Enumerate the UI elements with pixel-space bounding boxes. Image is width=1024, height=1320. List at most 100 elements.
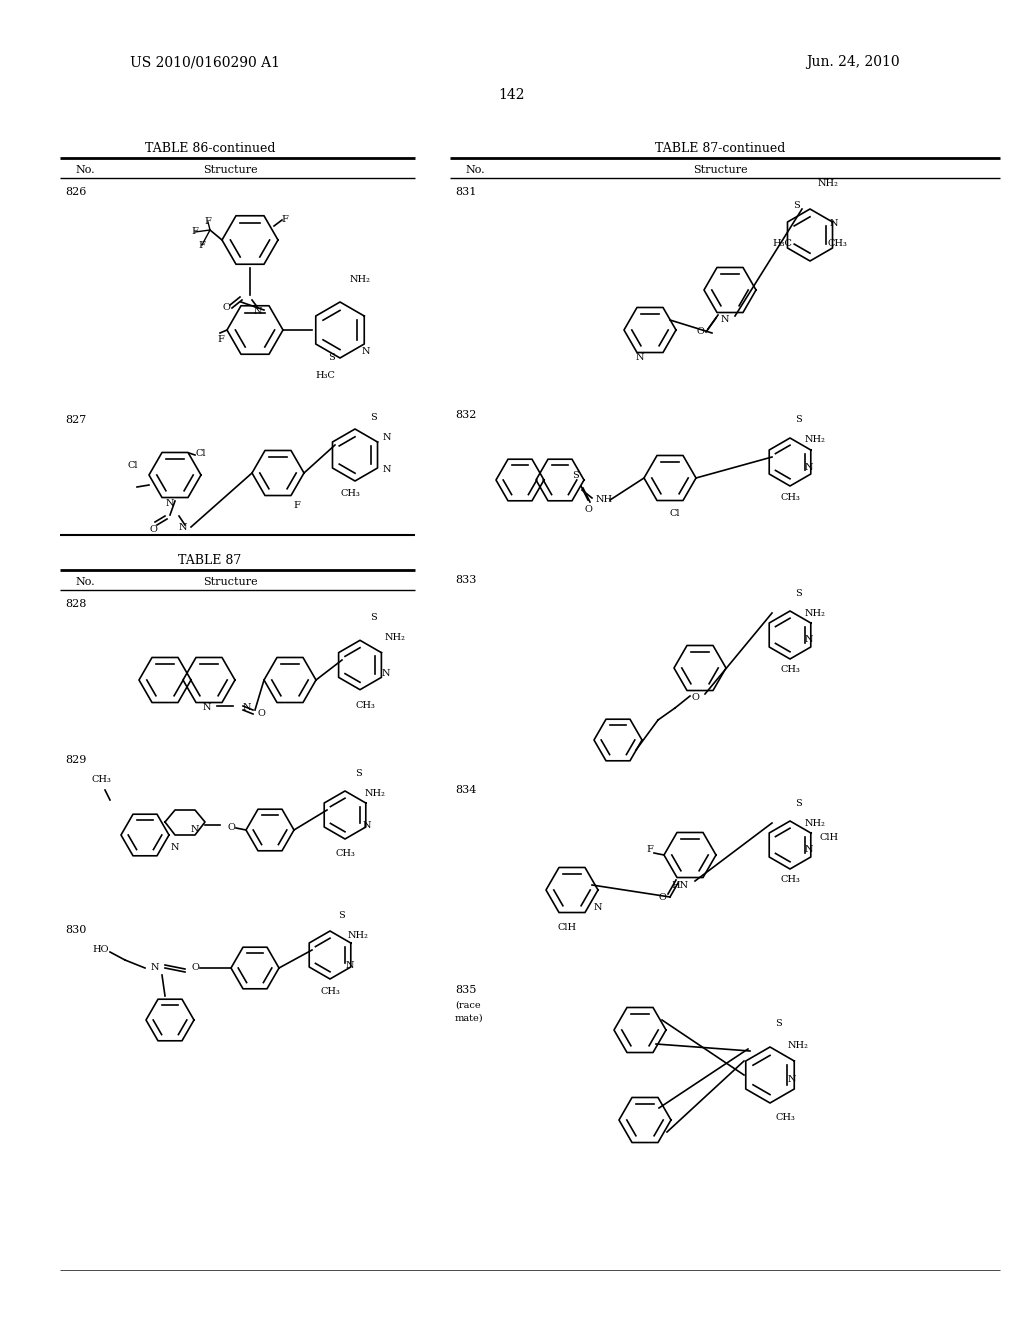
Text: NH₂: NH₂	[805, 436, 826, 445]
Text: H₃C: H₃C	[772, 239, 792, 248]
Text: CH₃: CH₃	[92, 776, 112, 784]
Text: ClH: ClH	[557, 924, 577, 932]
Text: F: F	[199, 240, 206, 249]
Text: 828: 828	[65, 599, 86, 609]
Text: 829: 829	[65, 755, 86, 766]
Text: Cl: Cl	[670, 508, 680, 517]
Text: N: N	[243, 704, 252, 713]
Text: F: F	[205, 218, 211, 227]
Text: Structure: Structure	[203, 165, 257, 176]
Text: S: S	[329, 354, 335, 363]
Text: NH₂: NH₂	[348, 931, 369, 940]
Text: S: S	[572, 470, 579, 479]
Text: F: F	[646, 846, 653, 854]
Text: O: O	[222, 304, 230, 313]
Text: 831: 831	[455, 187, 476, 197]
Text: 830: 830	[65, 925, 86, 935]
Text: 142: 142	[499, 88, 525, 102]
Text: NH₂: NH₂	[350, 276, 371, 285]
Text: Structure: Structure	[692, 165, 748, 176]
Text: O: O	[691, 693, 699, 702]
Text: N: N	[830, 219, 839, 227]
Text: No.: No.	[75, 165, 94, 176]
Text: O: O	[150, 524, 157, 533]
Text: S: S	[794, 201, 800, 210]
Text: NH₂: NH₂	[818, 178, 839, 187]
Text: N: N	[788, 1076, 797, 1085]
Text: CH₃: CH₃	[780, 875, 800, 884]
Text: N: N	[805, 462, 813, 471]
Text: N: N	[203, 704, 211, 713]
Text: N: N	[594, 903, 602, 912]
Text: O: O	[584, 506, 592, 515]
Text: O: O	[696, 327, 703, 337]
Text: N: N	[179, 523, 187, 532]
Text: F: F	[282, 215, 289, 224]
Text: NH₂: NH₂	[788, 1040, 809, 1049]
Text: 834: 834	[455, 785, 476, 795]
Text: NH₂: NH₂	[385, 632, 406, 642]
Text: S: S	[338, 911, 345, 920]
Text: H₃C: H₃C	[315, 371, 335, 380]
Text: US 2010/0160290 A1: US 2010/0160290 A1	[130, 55, 280, 69]
Text: O: O	[228, 824, 236, 833]
Text: N: N	[190, 825, 200, 834]
Text: CH₃: CH₃	[355, 701, 375, 710]
Text: Structure: Structure	[203, 577, 257, 587]
Text: CH₃: CH₃	[321, 986, 340, 995]
Text: N: N	[383, 466, 391, 474]
Text: S: S	[370, 412, 377, 421]
Text: 835: 835	[455, 985, 476, 995]
Text: NH: NH	[596, 495, 613, 504]
Text: ClH: ClH	[820, 833, 839, 842]
Text: S: S	[795, 799, 802, 808]
Text: N: N	[721, 315, 729, 325]
Text: F: F	[293, 500, 300, 510]
Text: S: S	[775, 1019, 781, 1027]
Text: TABLE 87: TABLE 87	[178, 553, 242, 566]
Text: No.: No.	[75, 577, 94, 587]
Text: CH₃: CH₃	[780, 492, 800, 502]
Text: N: N	[636, 354, 644, 363]
Text: CH₃: CH₃	[828, 239, 848, 248]
Text: S: S	[795, 416, 802, 425]
Text: S: S	[795, 589, 802, 598]
Text: NH₂: NH₂	[365, 788, 386, 797]
Text: Cl: Cl	[128, 461, 138, 470]
Text: O: O	[193, 964, 200, 973]
Text: N: N	[171, 843, 179, 853]
Text: NH₂: NH₂	[805, 609, 826, 618]
Text: N: N	[805, 846, 813, 854]
Text: 833: 833	[455, 576, 476, 585]
Text: 827: 827	[65, 414, 86, 425]
Text: (race: (race	[455, 1001, 480, 1010]
Text: CH₃: CH₃	[780, 665, 800, 675]
Text: N: N	[346, 961, 354, 969]
Text: HO: HO	[92, 945, 109, 954]
Text: TABLE 87-continued: TABLE 87-continued	[654, 141, 785, 154]
Text: N: N	[166, 499, 174, 507]
Text: N: N	[362, 347, 371, 356]
Text: N: N	[383, 433, 391, 441]
Text: Jun. 24, 2010: Jun. 24, 2010	[806, 55, 900, 69]
Text: 826: 826	[65, 187, 86, 197]
Text: CH₃: CH₃	[775, 1113, 795, 1122]
Text: No.: No.	[465, 165, 484, 176]
Text: 832: 832	[455, 411, 476, 420]
Text: N: N	[151, 964, 160, 973]
Text: O: O	[658, 892, 666, 902]
Text: Cl: Cl	[195, 449, 206, 458]
Text: S: S	[355, 768, 361, 777]
Text: F: F	[191, 227, 199, 236]
Text: N: N	[805, 635, 813, 644]
Text: N: N	[382, 668, 390, 677]
Text: CH₃: CH₃	[335, 849, 355, 858]
Text: F: F	[217, 335, 224, 345]
Text: N: N	[254, 308, 262, 317]
Text: TABLE 86-continued: TABLE 86-continued	[144, 141, 275, 154]
Text: HN: HN	[672, 880, 688, 890]
Text: NH₂: NH₂	[805, 818, 826, 828]
Text: N: N	[362, 821, 372, 829]
Text: CH₃: CH₃	[340, 488, 360, 498]
Text: S: S	[370, 612, 377, 622]
